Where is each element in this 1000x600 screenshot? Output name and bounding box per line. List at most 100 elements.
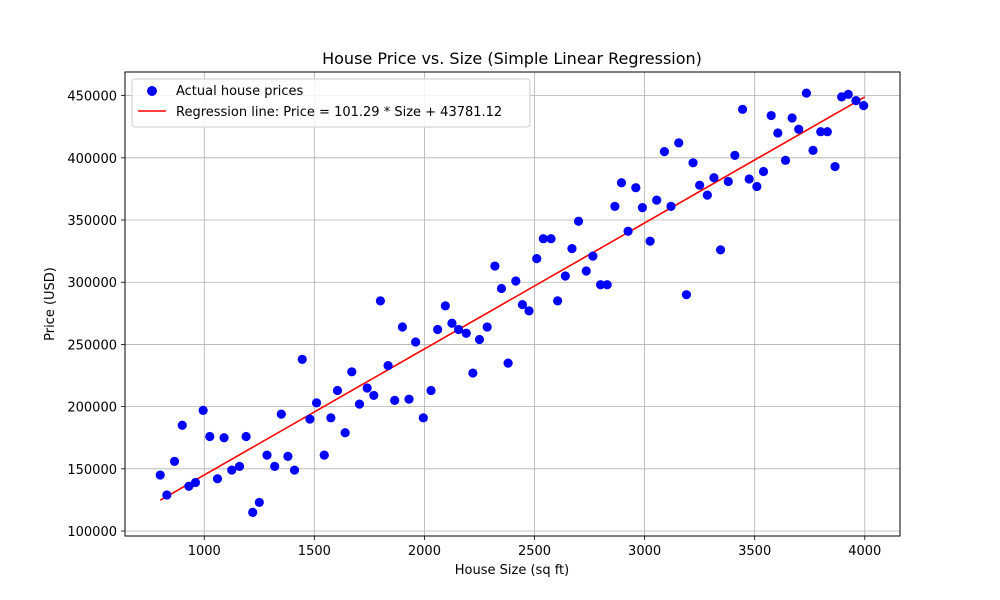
data-point bbox=[234, 461, 245, 471]
grid bbox=[125, 72, 900, 536]
regression-line-layer bbox=[159, 96, 866, 501]
data-point bbox=[198, 405, 208, 415]
data-point bbox=[347, 367, 357, 377]
data-point bbox=[390, 395, 400, 406]
data-point bbox=[560, 271, 570, 281]
data-point bbox=[787, 113, 797, 123]
data-point bbox=[177, 420, 187, 430]
x-tick-label: 1000 bbox=[188, 544, 221, 559]
data-point bbox=[538, 234, 548, 244]
data-point bbox=[162, 490, 172, 500]
data-point bbox=[573, 216, 584, 226]
legend-label-regression-line: Regression line: Price = 101.29 * Size +… bbox=[176, 105, 502, 120]
y-tick-label: 450000 bbox=[67, 90, 117, 105]
data-point bbox=[453, 324, 464, 335]
data-point bbox=[822, 127, 832, 137]
data-point bbox=[723, 176, 733, 187]
data-point bbox=[283, 451, 293, 461]
data-point bbox=[440, 301, 450, 311]
x-axis: 1000 1500 2000 2500 3000 3500 4000 bbox=[188, 536, 881, 559]
data-point bbox=[766, 110, 776, 121]
data-point bbox=[190, 477, 201, 488]
data-point bbox=[794, 124, 804, 134]
x-tick-label: 2500 bbox=[518, 544, 551, 559]
data-point bbox=[744, 174, 754, 184]
data-point bbox=[859, 100, 869, 111]
data-point bbox=[311, 398, 322, 408]
data-point bbox=[227, 465, 237, 475]
data-point bbox=[532, 253, 542, 264]
data-point bbox=[362, 383, 372, 393]
data-point bbox=[645, 236, 655, 246]
data-point bbox=[461, 328, 471, 338]
data-point bbox=[843, 89, 853, 99]
data-point bbox=[602, 280, 612, 290]
data-point bbox=[758, 166, 769, 177]
data-point bbox=[616, 178, 627, 188]
data-point bbox=[808, 145, 818, 155]
data-point bbox=[511, 276, 521, 286]
data-point bbox=[276, 409, 286, 419]
y-tick-label: 350000 bbox=[67, 214, 117, 229]
chart-title: House Price vs. Size (Simple Linear Regr… bbox=[322, 49, 702, 68]
data-point bbox=[305, 414, 315, 424]
data-point bbox=[490, 261, 500, 271]
data-point bbox=[517, 300, 528, 310]
data-point bbox=[326, 413, 336, 423]
data-point bbox=[205, 431, 215, 442]
data-point bbox=[553, 296, 563, 306]
data-point bbox=[524, 306, 534, 316]
data-point bbox=[212, 474, 223, 484]
data-point bbox=[411, 337, 421, 347]
data-point bbox=[418, 413, 428, 423]
data-point bbox=[752, 181, 762, 192]
data-point bbox=[773, 128, 783, 138]
data-point bbox=[681, 290, 692, 300]
y-tick-label: 250000 bbox=[67, 338, 117, 353]
data-point bbox=[169, 456, 180, 466]
data-point bbox=[688, 158, 698, 168]
data-point bbox=[546, 234, 556, 244]
data-point bbox=[674, 138, 684, 148]
data-point bbox=[581, 266, 591, 276]
data-point bbox=[652, 195, 662, 205]
data-point bbox=[426, 385, 436, 396]
data-point bbox=[503, 358, 513, 368]
data-point bbox=[666, 201, 676, 211]
data-point bbox=[851, 96, 861, 106]
data-point bbox=[262, 450, 272, 460]
data-point bbox=[254, 497, 264, 508]
data-point bbox=[830, 161, 840, 172]
data-point bbox=[319, 450, 329, 460]
regression-line bbox=[159, 96, 866, 501]
x-tick-label: 3000 bbox=[628, 544, 661, 559]
data-point bbox=[702, 190, 712, 200]
data-point bbox=[780, 155, 791, 165]
x-tick-label: 1500 bbox=[298, 544, 331, 559]
data-point bbox=[433, 324, 443, 335]
data-point bbox=[801, 88, 812, 98]
data-point bbox=[241, 431, 251, 442]
data-point bbox=[270, 461, 280, 471]
data-point bbox=[248, 507, 258, 517]
legend-label-actual-prices: Actual house prices bbox=[176, 84, 304, 99]
data-point bbox=[695, 180, 705, 190]
y-tick-label: 100000 bbox=[67, 525, 117, 540]
data-point bbox=[637, 202, 648, 213]
data-point bbox=[289, 465, 300, 475]
data-point bbox=[474, 334, 485, 345]
y-tick-label: 400000 bbox=[67, 152, 117, 167]
data-point bbox=[737, 104, 748, 114]
data-point bbox=[595, 280, 606, 290]
data-point bbox=[623, 226, 633, 236]
data-point bbox=[383, 360, 393, 371]
data-point bbox=[354, 399, 365, 409]
data-point bbox=[375, 296, 385, 306]
plot-frame bbox=[124, 71, 901, 537]
data-point bbox=[567, 244, 577, 254]
data-point bbox=[397, 322, 408, 332]
x-axis-label: House Size (sq ft) bbox=[455, 563, 569, 578]
data-point bbox=[631, 183, 641, 193]
data-point bbox=[369, 390, 379, 401]
